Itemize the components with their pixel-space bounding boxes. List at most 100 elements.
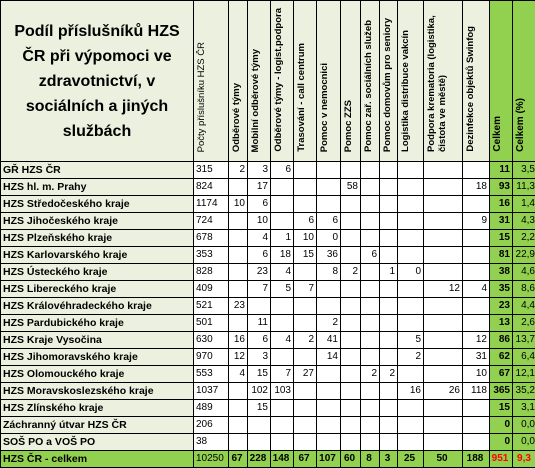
table-cell (228, 382, 248, 400)
table-cell (228, 399, 248, 417)
table-cell: 15 (247, 399, 271, 417)
table-cell (397, 314, 424, 332)
table-cell (462, 416, 490, 434)
table-cell (360, 212, 380, 230)
cell-percent: 2,6 (512, 314, 535, 332)
table-cell (462, 399, 490, 417)
table-cell: 25 (397, 450, 424, 468)
cell-percent: 3,1 (512, 399, 535, 417)
row-name: HZS Jihomoravského kraje (0, 348, 194, 366)
table-cell (228, 314, 248, 332)
table-cell: 7 (247, 280, 271, 298)
table-cell (228, 229, 248, 247)
table-cell (316, 297, 341, 315)
cell-total: 23 (489, 297, 513, 315)
table-cell: 2 (379, 365, 398, 383)
table-cell (360, 331, 380, 349)
table-cell (270, 399, 294, 417)
table-cell (293, 161, 317, 179)
row-name: HZS Moravskoslezského kraje (0, 382, 194, 400)
column-header: Pomoc v nemocnici (316, 0, 341, 162)
column-header-percent: Celkem (%) (512, 0, 535, 162)
table-cell (397, 416, 424, 434)
table-cell: 16 (397, 382, 424, 400)
cell-total: 86 (489, 331, 513, 349)
table-cell: 3 (247, 348, 271, 366)
table-cell (293, 433, 317, 451)
column-header: Logistika distribuce vakcín (397, 0, 424, 162)
table-cell (423, 433, 463, 451)
table-cell (360, 229, 380, 247)
table-row: HZS Středočeského kraje 1174 10 6 16 1,4 (0, 195, 535, 213)
cell-percent: 4,3 (512, 212, 535, 230)
table-cell (423, 263, 463, 281)
table-cell (423, 416, 463, 434)
table-row: HZS hl. m. Prahy 824 17 58 18 93 11,3 (0, 178, 535, 196)
table-cell: 7 (293, 280, 317, 298)
table-cell (360, 433, 380, 451)
row-count: 678 (193, 229, 229, 247)
cell-total: 81 (489, 246, 513, 264)
table-cell: 1 (270, 229, 294, 247)
table-cell: 0 (316, 229, 341, 247)
table-cell (462, 314, 490, 332)
table-cell: 6 (247, 246, 271, 264)
table-cell (379, 331, 398, 349)
table-cell (340, 365, 361, 383)
table-cell: 50 (423, 450, 463, 468)
column-header: Dezinfekce objektů Swinfog (462, 0, 490, 162)
table-cell (379, 246, 398, 264)
table-cell (228, 246, 248, 264)
column-header: Pomoc ZZS (340, 0, 361, 162)
table-cell (270, 212, 294, 230)
table-cell: 15 (247, 365, 271, 383)
table-cell (340, 229, 361, 247)
table-cell (293, 195, 317, 213)
table-cell: 6 (270, 161, 294, 179)
table-cell (397, 280, 424, 298)
table-cell (379, 195, 398, 213)
table-cell: 3 (379, 450, 398, 468)
table-cell: 67 (293, 450, 317, 468)
row-count: 10250 (193, 450, 229, 468)
row-count: 38 (193, 433, 229, 451)
table-cell (316, 416, 341, 434)
cell-total: 31 (489, 212, 513, 230)
table-cell: 4 (462, 280, 490, 298)
table-row: GŘ HZS ČR 315 2 3 6 11 3,5 (0, 161, 535, 179)
table-cell (340, 280, 361, 298)
table-cell (360, 382, 380, 400)
table-cell: 67 (228, 450, 248, 468)
cell-total: 11 (489, 161, 513, 179)
table-cell (397, 246, 424, 264)
table-cell: 103 (270, 382, 294, 400)
table-row: Záchranný útvar HZS ČR 206 0 0,0 (0, 416, 535, 434)
table-cell (423, 348, 463, 366)
table-cell (360, 195, 380, 213)
cell-percent: 8,6 (512, 280, 535, 298)
table-cell: 5 (397, 331, 424, 349)
table-cell (293, 263, 317, 281)
table-cell (379, 161, 398, 179)
cell-total: 365 (489, 382, 513, 400)
table-cell (293, 399, 317, 417)
column-header: Trasování - call centrum (293, 0, 317, 162)
table-cell: 4 (270, 263, 294, 281)
row-count: 1174 (193, 195, 229, 213)
table-cell (423, 195, 463, 213)
table-cell: 6 (316, 212, 341, 230)
table-cell: 2 (316, 314, 341, 332)
table-cell: 41 (316, 331, 341, 349)
table-row: HZS Královéhradeckého kraje 521 23 23 4,4 (0, 297, 535, 315)
table-cell (379, 382, 398, 400)
table-cell (379, 348, 398, 366)
column-header: Podpora krematoria (logistika, čistota v… (423, 0, 463, 162)
table-cell (247, 433, 271, 451)
row-name: HZS Olomouckého kraje (0, 365, 194, 383)
row-name: HZS Zlínského kraje (0, 399, 194, 417)
table-cell (316, 161, 341, 179)
table-cell (423, 161, 463, 179)
table-cell (360, 416, 380, 434)
table-cell (462, 246, 490, 264)
